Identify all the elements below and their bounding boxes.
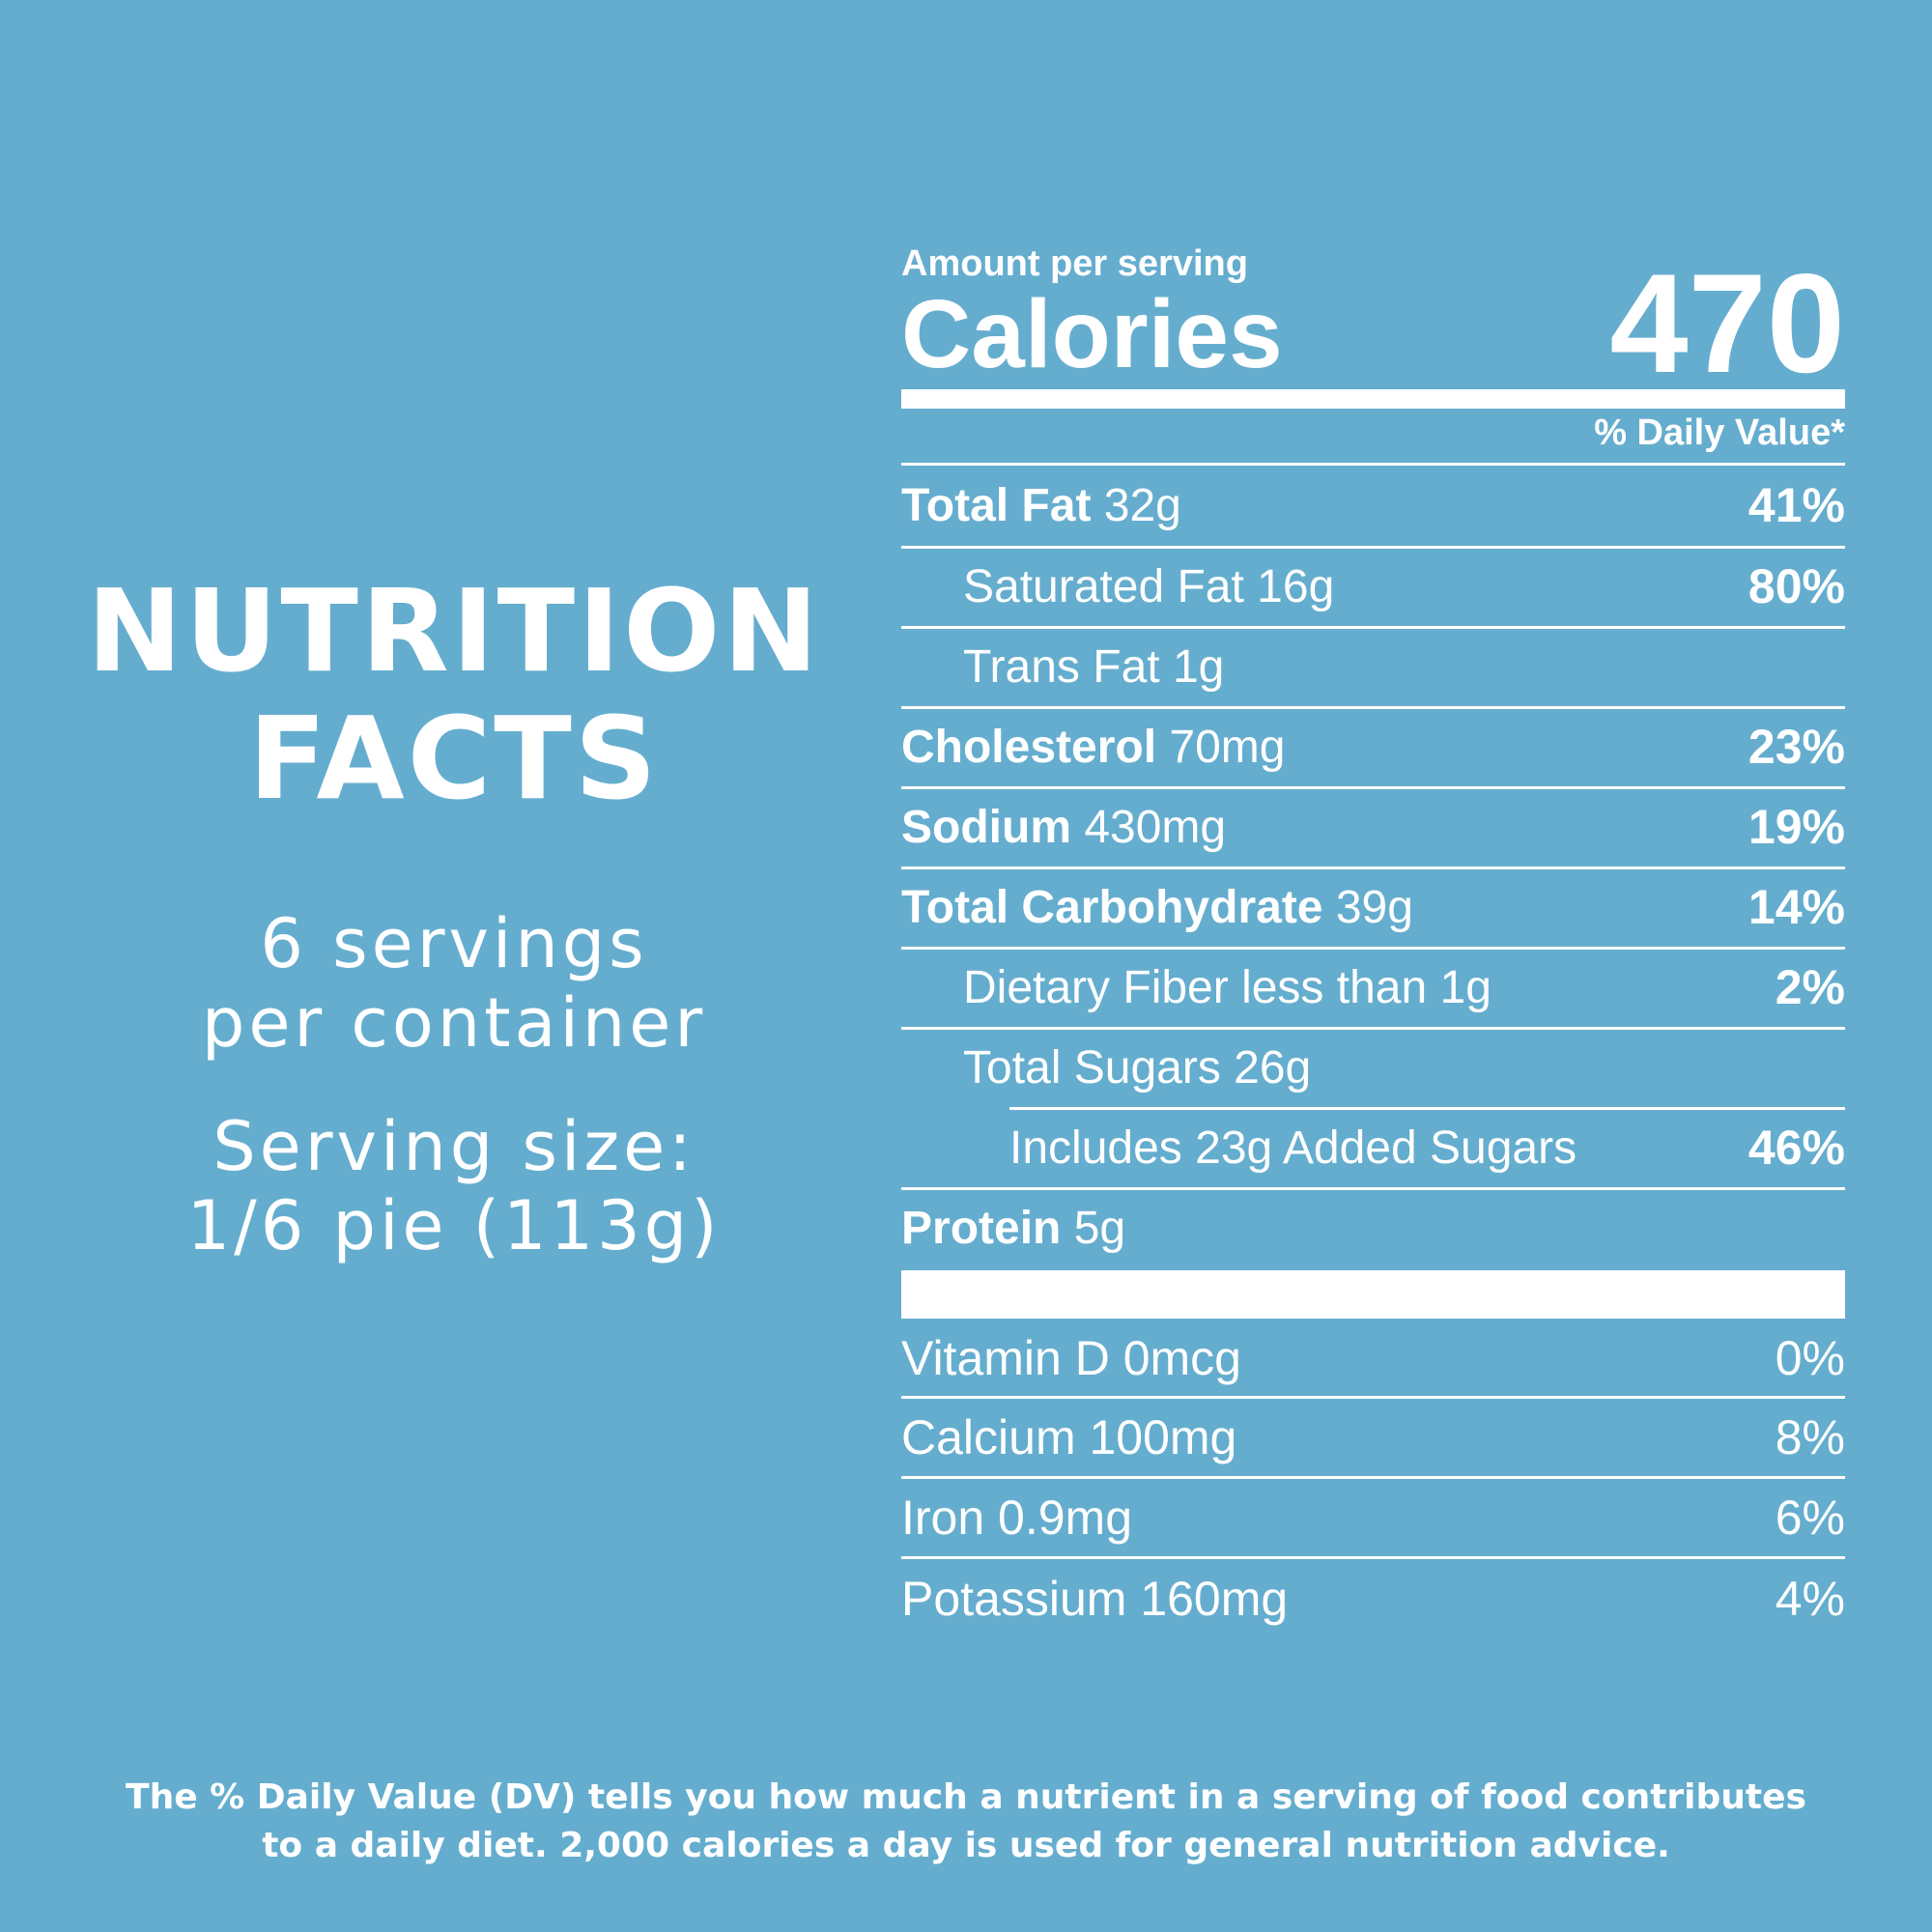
nutrient-row-total-fat: Total Fat 32g 41% — [901, 466, 1845, 546]
nutrient-row-protein: Protein 5g — [901, 1188, 1845, 1268]
nutrient-amount: 70mg — [1169, 722, 1286, 773]
nutrient-amount: 32g — [1103, 480, 1181, 531]
vitamin-daily-value: 8% — [1775, 1410, 1845, 1464]
nutrient-name: Total Carbohydrate — [901, 882, 1323, 933]
vitamin-name: Potassium 160mg — [901, 1572, 1289, 1626]
divider — [901, 1027, 1845, 1030]
divider — [901, 1187, 1845, 1190]
vitamin-daily-value: 6% — [1775, 1491, 1845, 1545]
nutrient-label: Total Fat 32g — [901, 466, 1181, 546]
divider — [901, 463, 1845, 466]
page-title-line-1: NUTRITION — [86, 564, 822, 697]
nutrient-amount: 5g — [1073, 1203, 1126, 1254]
vitamin-row-calcium: Calcium 100mg 8% — [901, 1398, 1845, 1478]
vitamin-name: Iron 0.9mg — [901, 1491, 1133, 1545]
divider — [901, 786, 1845, 789]
nutrient-row-saturated-fat: Saturated Fat 16g 80% — [901, 547, 1845, 627]
vitamin-name: Vitamin D 0mcg — [901, 1331, 1241, 1385]
nutrient-row-trans-fat: Trans Fat 1g — [901, 627, 1845, 707]
nutrient-row-added-sugars: Includes 23g Added Sugars 46% — [901, 1108, 1845, 1188]
nutrient-name: Includes 23g Added Sugars — [1009, 1122, 1577, 1174]
nutrient-name: Saturated Fat 16g — [963, 561, 1335, 612]
amount-per-serving-label: Amount per serving — [901, 243, 1248, 284]
nutrient-name: Total Sugars 26g — [963, 1042, 1312, 1094]
divider — [901, 706, 1845, 709]
nutrient-daily-value: 2% — [1775, 960, 1845, 1014]
daily-value-header: % Daily Value* — [1594, 412, 1845, 453]
divider — [1009, 1107, 1845, 1110]
nutrient-name: Trans Fat 1g — [963, 641, 1225, 693]
nutrient-amount: 39g — [1335, 882, 1413, 933]
vitamin-row-iron: Iron 0.9mg 6% — [901, 1478, 1845, 1558]
nutrient-row-sodium: Sodium 430mg 19% — [901, 787, 1845, 867]
nutrient-name: Sodium — [901, 802, 1071, 853]
nutrient-row-total-sugars: Total Sugars 26g — [901, 1028, 1845, 1108]
vitamin-daily-value: 0% — [1775, 1331, 1845, 1385]
nutrient-daily-value: 41% — [1747, 478, 1845, 532]
footnote-line-1: The % Daily Value (DV) tells you how muc… — [126, 1777, 1806, 1817]
nutrient-daily-value: 19% — [1747, 800, 1845, 854]
servings-per-container-line-2: per container — [201, 983, 707, 1063]
nutrient-daily-value: 46% — [1747, 1121, 1845, 1175]
page-title-line-2: FACTS — [248, 692, 660, 825]
nutrient-label: Sodium 430mg — [901, 787, 1226, 867]
calories-label: Calories — [901, 280, 1283, 388]
divider — [901, 1396, 1845, 1399]
divider — [901, 546, 1845, 549]
serving-size-label: Serving size: — [213, 1107, 696, 1186]
footnote-line-2: to a daily diet. 2,000 calories a day is… — [262, 1826, 1670, 1865]
nutrient-daily-value: 80% — [1747, 559, 1845, 613]
nutrient-label: Total Carbohydrate 39g — [901, 867, 1413, 948]
servings-per-container-line-1: 6 servings — [260, 904, 648, 983]
divider — [901, 626, 1845, 629]
nutrient-row-total-carbohydrate: Total Carbohydrate 39g 14% — [901, 867, 1845, 948]
nutrient-row-dietary-fiber: Dietary Fiber less than 1g 2% — [901, 948, 1845, 1028]
divider — [901, 867, 1845, 869]
nutrient-name: Protein — [901, 1203, 1062, 1254]
nutrient-name: Cholesterol — [901, 722, 1157, 773]
divider — [901, 1476, 1845, 1479]
divider — [901, 947, 1845, 950]
calories-divider — [901, 389, 1845, 409]
divider — [901, 1556, 1845, 1559]
nutrient-label: Protein 5g — [901, 1188, 1125, 1268]
nutrient-name: Total Fat — [901, 480, 1092, 531]
daily-value-footnote: The % Daily Value (DV) tells you how muc… — [0, 1774, 1932, 1870]
calories-value: 470 — [1609, 244, 1845, 402]
serving-size-value: 1/6 pie (113g) — [186, 1186, 722, 1265]
nutrient-name: Dietary Fiber less than 1g — [963, 962, 1492, 1013]
nutrient-daily-value: 14% — [1747, 880, 1845, 934]
nutrient-row-cholesterol: Cholesterol 70mg 23% — [901, 707, 1845, 787]
vitamin-row-potassium: Potassium 160mg 4% — [901, 1559, 1845, 1639]
vitamin-name: Calcium 100mg — [901, 1410, 1237, 1464]
nutrient-daily-value: 23% — [1747, 720, 1845, 774]
vitamin-row-vitamin-d: Vitamin D 0mcg 0% — [901, 1319, 1845, 1399]
nutrient-label: Cholesterol 70mg — [901, 707, 1285, 787]
nutrient-amount: 430mg — [1084, 802, 1227, 853]
protein-divider — [901, 1270, 1845, 1319]
vitamin-daily-value: 4% — [1775, 1572, 1845, 1626]
